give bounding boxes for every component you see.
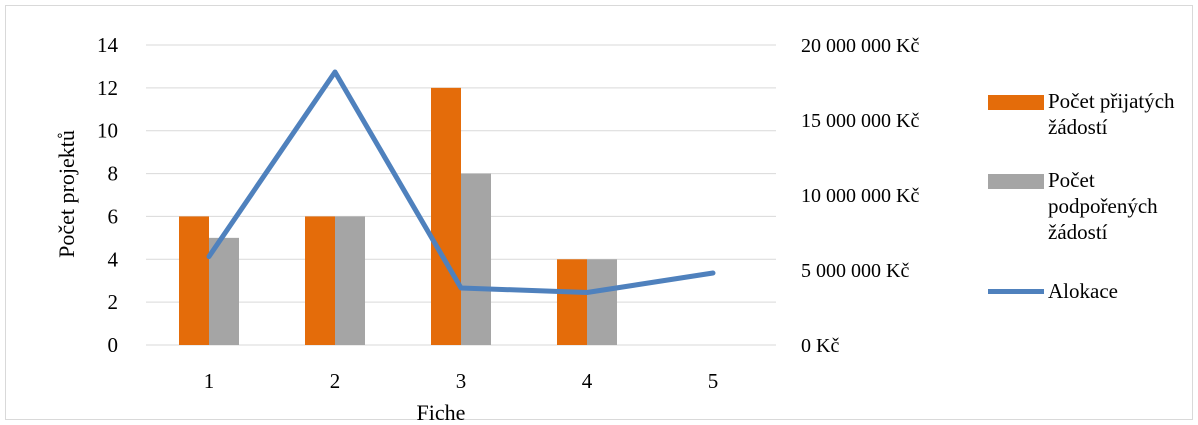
legend-swatch-supported (988, 174, 1044, 189)
y2-tick-label: 20 000 000 Kč (801, 35, 919, 57)
y-tick-label: 2 (108, 290, 119, 314)
legend-label-allocation: Alokace (1048, 279, 1118, 303)
bar-supported (209, 237, 239, 345)
legend-swatch-allocation (988, 289, 1044, 294)
bar-supported (461, 173, 491, 345)
bar-supported (587, 259, 617, 345)
x-tick-label: 3 (456, 369, 467, 393)
bar-supported (335, 216, 365, 345)
bar-received (557, 259, 587, 345)
bar-received (305, 216, 335, 345)
bar-received (179, 216, 209, 345)
legend-label-supported: Počet podpořených žádostí (1048, 168, 1158, 244)
x-axis-label: Fiche (417, 400, 466, 425)
y-tick-label: 4 (108, 247, 119, 271)
y-tick-label: 10 (97, 119, 118, 143)
y-tick-label: 12 (97, 76, 118, 100)
y-tick-label: 14 (97, 33, 119, 57)
y-axis-label: Počet projektů (54, 130, 79, 258)
x-tick-label: 5 (708, 369, 719, 393)
allocation-line (206, 69, 716, 295)
y-tick-label: 6 (108, 204, 119, 228)
y2-tick-label: 0 Kč (801, 335, 839, 357)
x-tick-label: 1 (204, 369, 215, 393)
legend: Počet přijatých žádostí Počet podpořenýc… (988, 0, 1193, 320)
y-tick-label: 0 (108, 333, 119, 357)
y2-tick-label: 10 000 000 Kč (801, 185, 919, 207)
legend-label-received: Počet přijatých žádostí (1048, 89, 1175, 139)
y2-tick-label: 15 000 000 Kč (801, 110, 919, 132)
x-tick-label: 4 (582, 369, 593, 393)
y2-tick-label: 5 000 000 Kč (801, 260, 909, 282)
legend-swatch-received (988, 95, 1044, 110)
x-tick-label: 2 (330, 369, 341, 393)
y-tick-label: 8 (108, 162, 119, 186)
bar-received (431, 87, 461, 345)
chart-frame (5, 5, 1193, 420)
